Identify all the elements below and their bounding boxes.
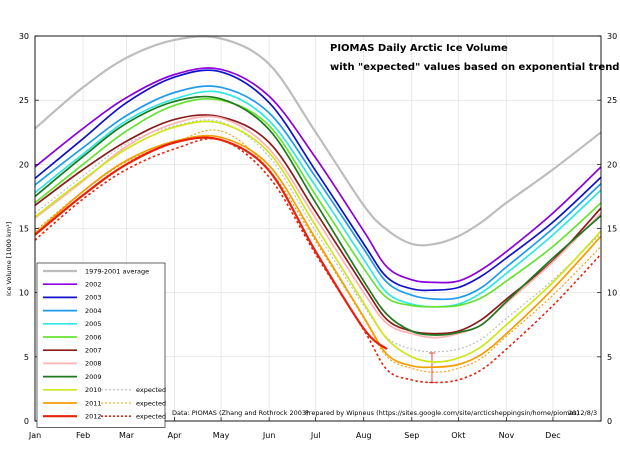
legend-label: 2010 xyxy=(85,386,102,394)
series-line-2012 xyxy=(34,136,388,350)
axes: 0 0 5 5 10 10 15 15 20 20 25 25 30 30 Jan Feb Mar Apr May J… xyxy=(19,32,617,440)
x-tick-label: Apr xyxy=(168,431,183,440)
x-tick-label: Feb xyxy=(76,431,90,440)
legend-label: 2006 xyxy=(85,333,102,341)
y-tick-label-right: 0 xyxy=(607,417,612,426)
x-tick-label: Okt xyxy=(451,431,465,440)
legend-box xyxy=(36,262,166,428)
series-line-2005 xyxy=(34,90,602,308)
x-tick-label: Mar xyxy=(119,431,135,440)
y-tick-label: 5 xyxy=(24,353,29,362)
series-line-2010 xyxy=(34,120,602,363)
x-tick-label: Sep xyxy=(404,431,419,440)
legend-label: 2008 xyxy=(85,360,102,368)
series-lines xyxy=(34,35,602,384)
legend-label: 2003 xyxy=(85,294,102,302)
y-tick-label: 10 xyxy=(19,289,29,298)
expected-line-2010 xyxy=(34,119,602,353)
x-tick-label: Jan xyxy=(28,431,41,440)
legend-label: 2004 xyxy=(85,307,102,315)
x-tick-label: May xyxy=(213,431,230,440)
x-tick-label: Jun xyxy=(262,431,276,440)
expected-line-2012 xyxy=(34,137,602,384)
y-axis-label: Ice Volume [1000 km³] xyxy=(5,222,13,296)
y-tick-label-right: 5 xyxy=(607,353,612,362)
y-tick-label: 15 xyxy=(19,225,29,234)
x-tick-label: Dec xyxy=(545,431,560,440)
x-tick-label: Aug xyxy=(356,431,372,440)
y-tick-label: 0 xyxy=(24,417,29,426)
series-line-2009 xyxy=(34,95,602,336)
series-line-2011 xyxy=(34,134,602,369)
y-tick-label-right: 10 xyxy=(607,289,617,298)
legend-expected-label: expected xyxy=(136,399,166,407)
legend-label: 2009 xyxy=(85,373,102,381)
plot-frame xyxy=(34,35,602,422)
legend-expected-label: expected xyxy=(136,413,166,421)
legend-expected-label: expected xyxy=(136,386,166,394)
x-tick-label: Jul xyxy=(310,431,321,440)
chart-title: PIOMAS Daily Arctic Ice Volume xyxy=(330,43,508,54)
y-tick-label-right: 15 xyxy=(607,225,617,234)
prepared-by-note: Prepared by Wipneus (https://sites.googl… xyxy=(305,409,579,417)
x-tick-label: Nov xyxy=(499,431,515,440)
series-line-1979-2001-average xyxy=(34,35,602,247)
y-tick-label: 30 xyxy=(19,32,29,41)
chart-subtitle: with "expected" values based on exponent… xyxy=(330,62,620,73)
series-line-2007 xyxy=(34,114,602,335)
series-line-2006 xyxy=(34,97,602,308)
legend-label: 2005 xyxy=(85,320,102,328)
legend-label: 2002 xyxy=(85,281,102,289)
y-tick-label-right: 30 xyxy=(607,32,617,41)
series-line-2004 xyxy=(34,85,602,301)
series-line-2002 xyxy=(34,67,602,284)
y-tick-label: 20 xyxy=(19,160,29,169)
legend-label: 2012 xyxy=(85,413,102,421)
date-note: 2012/8/3 xyxy=(568,409,597,417)
legend-label: 1979-2001 average xyxy=(85,267,149,275)
data-source-note: Data: PIOMAS (Zhang and Rothrock 2003) xyxy=(172,409,309,417)
legend-label: 2007 xyxy=(85,347,102,355)
y-tick-label: 25 xyxy=(19,96,29,105)
y-tick-label-right: 20 xyxy=(607,160,617,169)
y-tick-label-right: 25 xyxy=(607,96,617,105)
legend: 1979-2001 average 2002 2003 2004 2005 2006 200… xyxy=(36,262,166,428)
series-line-2003 xyxy=(34,69,602,292)
legend-label: 2011 xyxy=(85,399,102,407)
